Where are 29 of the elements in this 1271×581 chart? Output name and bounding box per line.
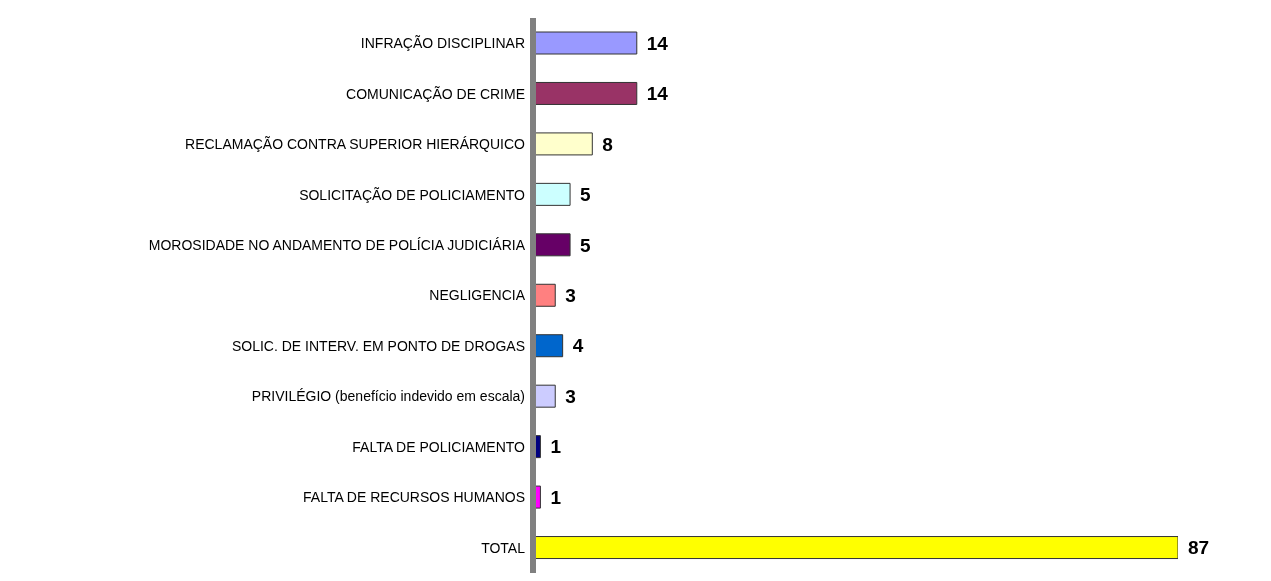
bar xyxy=(533,182,571,206)
bar xyxy=(533,334,564,358)
y-tick-label: FALTA DE RECURSOS HUMANOS xyxy=(303,489,525,506)
bar xyxy=(533,31,638,55)
data-label: 1 xyxy=(550,486,562,508)
data-label: 3 xyxy=(565,285,576,307)
y-tick-label: MOROSIDADE NO ANDAMENTO DE POLÍCIA JUDICIÁRIA xyxy=(148,237,526,254)
data-label: 14 xyxy=(646,83,669,105)
bar xyxy=(533,233,571,257)
y-tick-label: SOLICITAÇÃO DE POLICIAMENTO xyxy=(299,186,526,203)
data-label: 4 xyxy=(572,335,584,357)
y-tick-label: COMUNICAÇÃO DE CRIME xyxy=(346,85,525,102)
data-label: 87 xyxy=(1188,537,1210,559)
bar xyxy=(533,81,638,105)
data-label: 1 xyxy=(550,436,562,458)
y-tick-label: FALTA DE POLICIAMENTO xyxy=(352,438,526,455)
data-label: 5 xyxy=(580,234,592,256)
data-label: 8 xyxy=(602,133,613,155)
y-tick-label: PRIVILÉGIO (benefício indevido em escala) xyxy=(251,388,525,405)
y-tick-label: TOTAL xyxy=(481,539,526,556)
data-label: 3 xyxy=(565,385,576,407)
bar xyxy=(533,536,1178,560)
y-tick-label: SOLIC. DE INTERV. EM PONTO DE DROGAS xyxy=(231,337,525,354)
y-tick-label: RECLAMAÇÃO CONTRA SUPERIOR HIERÁRQUICO xyxy=(185,136,526,153)
bar xyxy=(533,132,593,156)
y-tick-label: INFRAÇÃO DISCIPLINAR xyxy=(360,35,525,52)
data-label: 5 xyxy=(580,184,592,206)
y-tick-label: NEGLIGENCIA xyxy=(429,287,526,304)
data-label: 14 xyxy=(646,32,669,54)
